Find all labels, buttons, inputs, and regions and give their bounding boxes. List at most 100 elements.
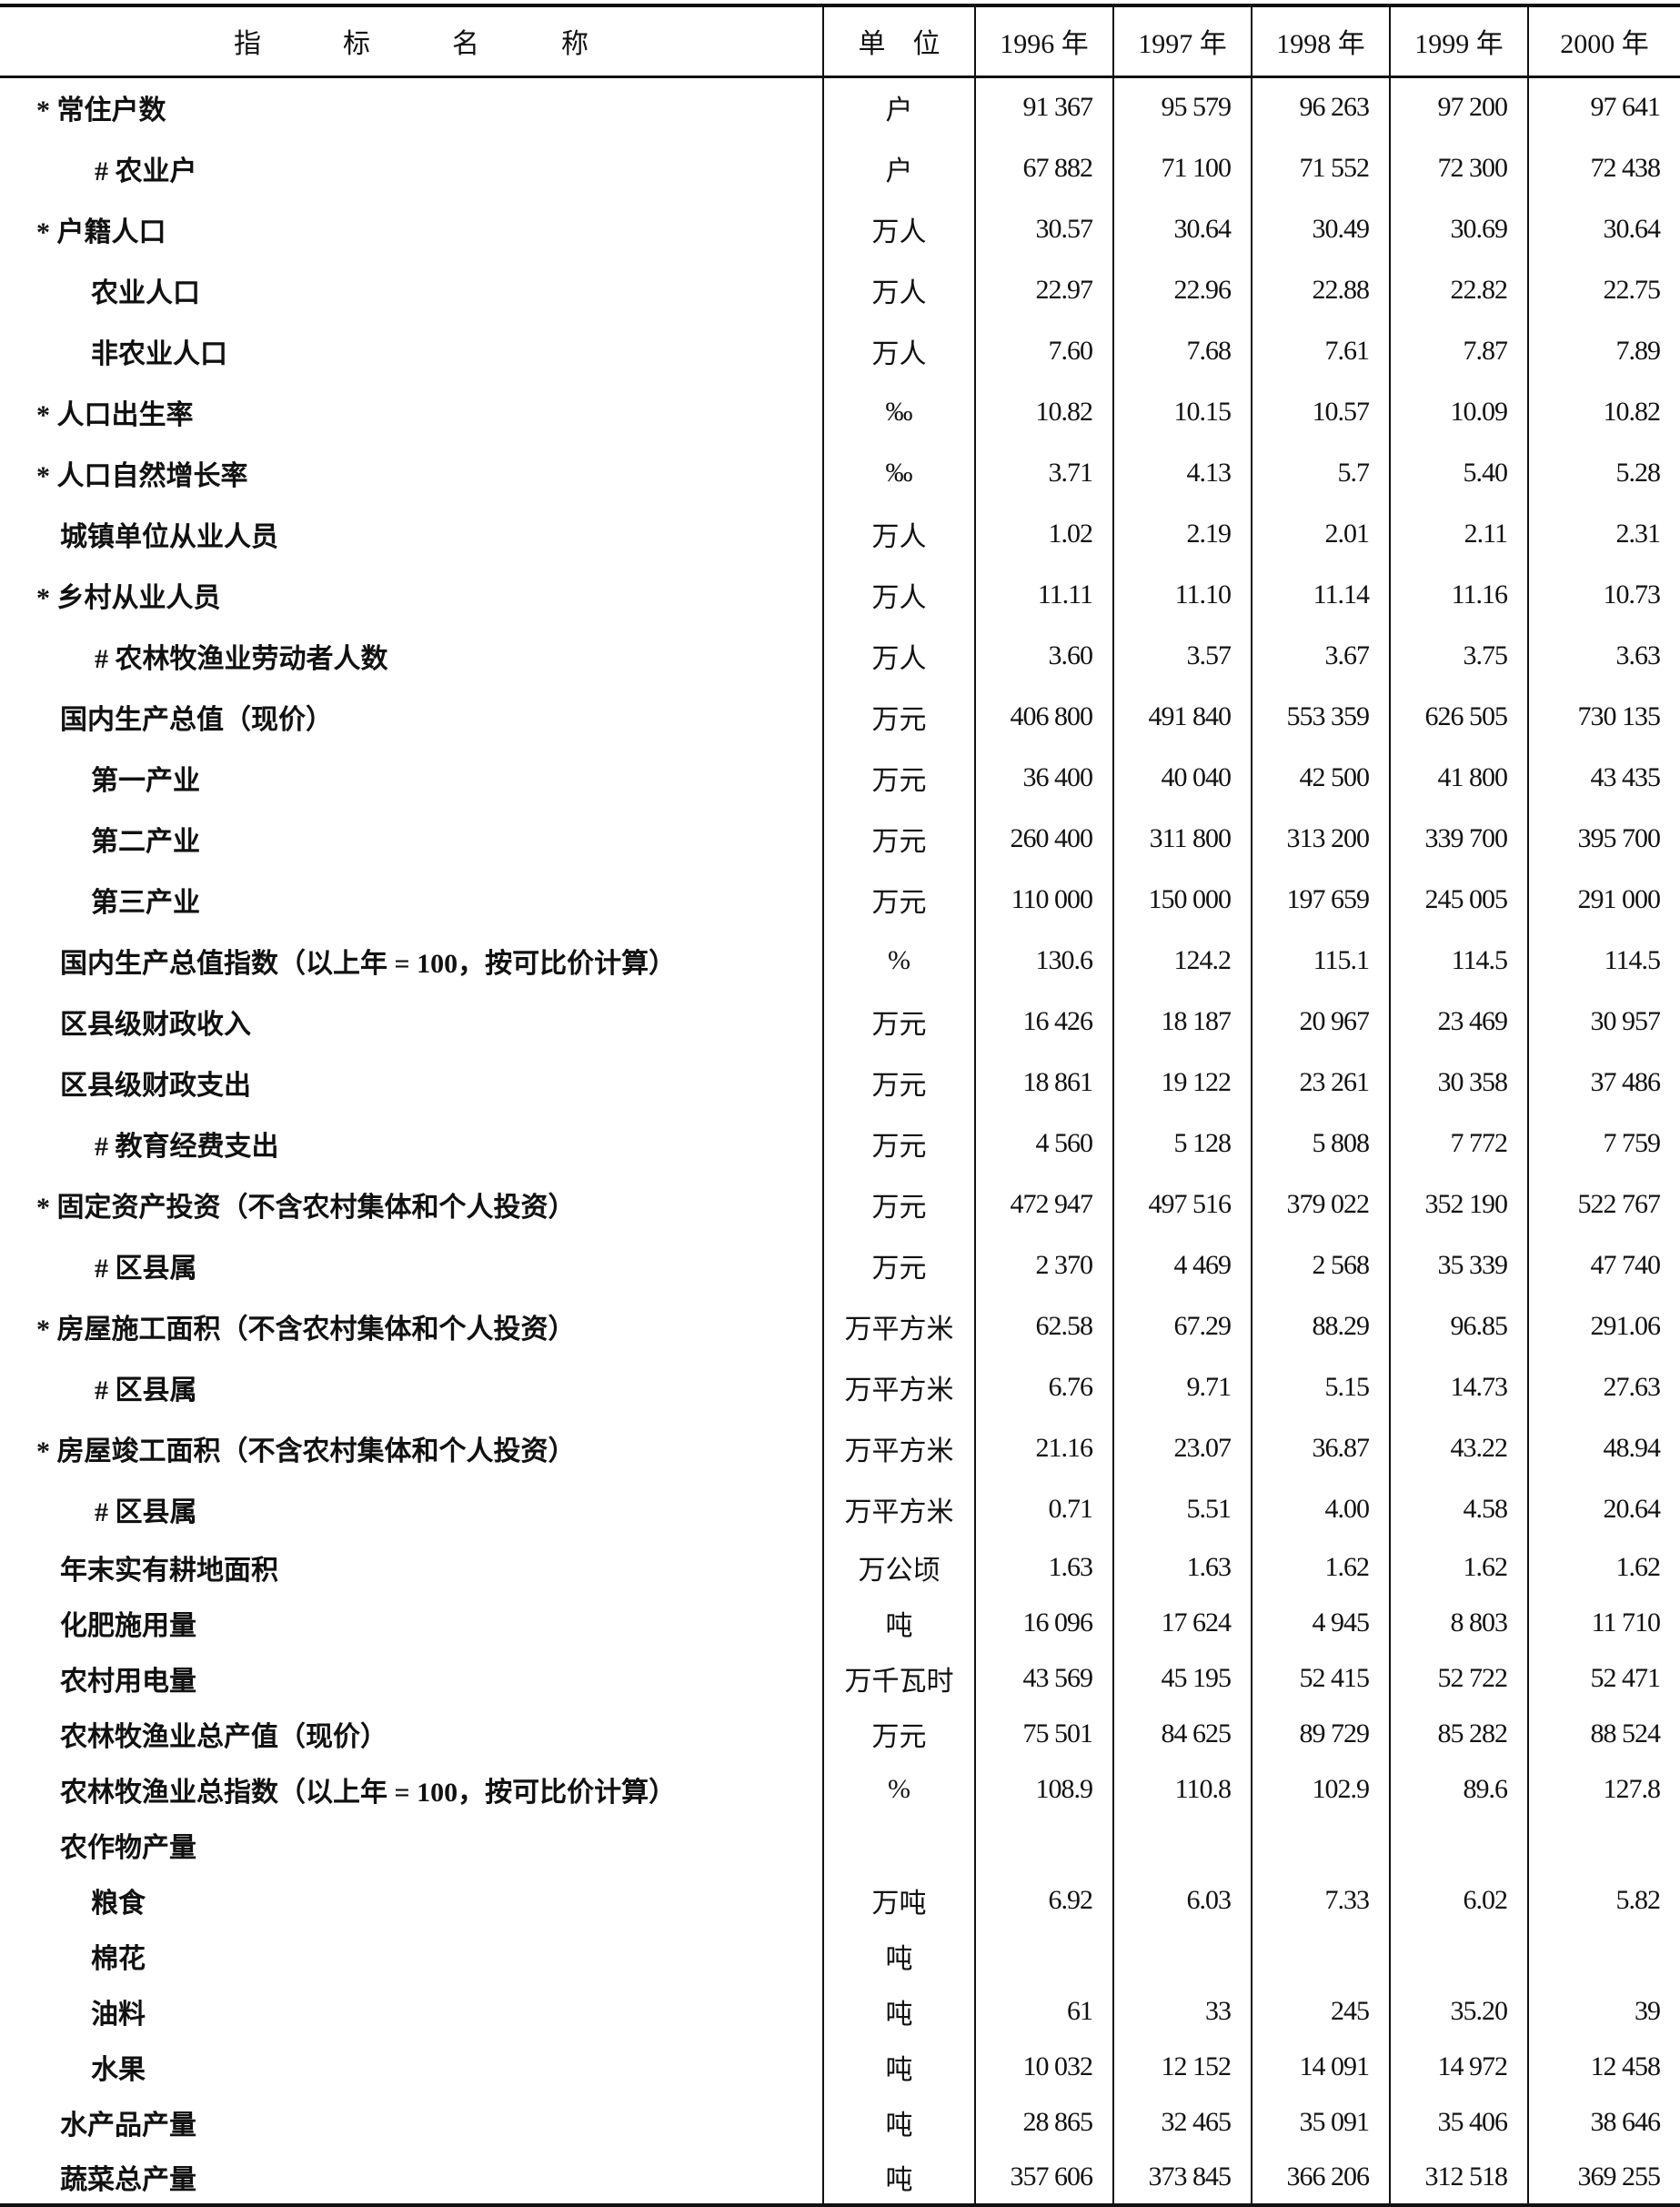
value-cell	[1389, 1928, 1528, 1983]
table-row: * 常住户数 户 91 367 95 579 96 263 97 200 97 641	[0, 76, 1680, 137]
statistics-table: 指 标 名 称 单 位 1996 年 1997 年 1998 年 1999 年 …	[0, 4, 1680, 2207]
table-row: # 农林牧渔业劳动者人数 万人 3.60 3.57 3.67 3.75 3.63	[0, 625, 1680, 686]
value-cell: 30.57	[974, 198, 1113, 259]
value-cell: 291 000	[1527, 869, 1680, 930]
value-cell: 6.92	[974, 1872, 1113, 1928]
value-cell: 10.82	[1527, 381, 1680, 442]
value-cell: 9.71	[1112, 1356, 1252, 1417]
value-cell: 22.82	[1389, 259, 1528, 320]
value-cell: 2 568	[1251, 1235, 1390, 1295]
value-cell: 35 339	[1389, 1235, 1528, 1295]
unit-cell: 吨	[822, 2150, 975, 2207]
value-cell: 5.7	[1251, 442, 1390, 503]
unit-cell: 万人	[822, 503, 975, 564]
value-cell: 48.94	[1527, 1417, 1680, 1478]
unit-cell: 万人	[822, 564, 975, 625]
unit-cell: 万平方米	[822, 1356, 975, 1417]
value-cell: 3.75	[1389, 625, 1528, 686]
header-year: 2000 年	[1527, 4, 1680, 78]
value-cell: 3.57	[1112, 625, 1252, 686]
table-row: 区县级财政支出 万元 18 861 19 122 23 261 30 358 37 486	[0, 1052, 1680, 1113]
table-row: 国内生产总值（现价） 万元 406 800 491 840 553 359 626 505…	[0, 686, 1680, 747]
value-cell: 89.6	[1389, 1761, 1528, 1817]
value-cell: 52 722	[1389, 1650, 1528, 1706]
value-cell: 14.73	[1389, 1356, 1528, 1417]
value-cell: 22.75	[1527, 259, 1680, 320]
value-cell: 7.33	[1251, 1872, 1390, 1928]
value-cell: 16 426	[974, 991, 1113, 1052]
unit-cell: ‰	[822, 381, 975, 442]
value-cell: 22.97	[974, 259, 1113, 320]
value-cell: 4.58	[1389, 1478, 1528, 1539]
value-cell: 12 458	[1527, 2039, 1680, 2094]
table-row: 蔬菜总产量吨 357 606 373 845 366 206 312 518 369 25…	[0, 2150, 1680, 2207]
indicator-name: 国内生产总值（现价）	[60, 704, 333, 735]
table-row: 国内生产总值指数（以上年 = 100，按可比价计算）% 130.6 124.2 115…	[0, 930, 1680, 991]
value-cell: 357 606	[974, 2150, 1113, 2207]
value-cell: 21.16	[974, 1417, 1113, 1478]
value-cell	[974, 1928, 1113, 1983]
indicator-name: * 常住户数	[36, 96, 166, 126]
value-cell: 30.64	[1527, 198, 1680, 259]
unit-cell: 万元	[822, 747, 975, 808]
indicator-name: 粮食	[91, 1888, 146, 1919]
unit-cell: 万人	[822, 625, 975, 686]
indicator-name: 年末实有耕地面积	[60, 1555, 278, 1586]
value-cell: 4 945	[1251, 1595, 1390, 1650]
unit-cell: 万元	[822, 991, 975, 1052]
value-cell	[1112, 1817, 1252, 1872]
value-cell: 7.60	[974, 320, 1113, 381]
value-cell: 4.13	[1112, 442, 1252, 503]
value-cell: 30.49	[1251, 198, 1390, 259]
value-cell: 30 957	[1527, 991, 1680, 1052]
value-cell: 96 263	[1251, 76, 1390, 137]
unit-cell: 吨	[822, 2094, 975, 2150]
unit-cell: 万元	[822, 869, 975, 930]
value-cell: 0.71	[974, 1478, 1113, 1539]
value-cell: 6.76	[974, 1356, 1113, 1417]
header-year: 1997 年	[1112, 4, 1252, 78]
unit-cell: 万元	[822, 1174, 975, 1235]
table-row: 农林牧渔业总指数（以上年 = 100，按可比价计算）% 108.9 110.8 102…	[0, 1761, 1680, 1817]
table-row: # 区县属 万平方米 6.76 9.71 5.15 14.73 27.63	[0, 1356, 1680, 1417]
value-cell: 42 500	[1251, 747, 1390, 808]
value-cell: 730 135	[1527, 686, 1680, 747]
value-cell: 11.16	[1389, 564, 1528, 625]
value-cell: 52 415	[1251, 1650, 1390, 1706]
value-cell: 108.9	[974, 1761, 1113, 1817]
table-row: 农业人口 万人 22.97 22.96 22.88 22.82 22.75	[0, 259, 1680, 320]
value-cell	[974, 1817, 1113, 1872]
indicator-name: * 房屋施工面积（不含农村集体和个人投资）	[36, 1314, 576, 1345]
value-cell: 71 100	[1112, 137, 1252, 198]
value-cell: 45 195	[1112, 1650, 1252, 1706]
indicator-name: 农林牧渔业总指数（以上年 = 100，按可比价计算）	[60, 1777, 677, 1808]
value-cell: 11.14	[1251, 564, 1390, 625]
indicator-name: 油料	[91, 1999, 146, 2030]
value-cell: 19 122	[1112, 1052, 1252, 1113]
value-cell: 33	[1112, 1983, 1252, 2039]
value-cell: 5.82	[1527, 1872, 1680, 1928]
indicator-name: # 教育经费支出	[95, 1131, 279, 1162]
unit-cell: 万公顷	[822, 1539, 975, 1595]
table-row: * 房屋施工面积（不含农村集体和个人投资） 万平方米 62.58 67.29 88.29…	[0, 1295, 1680, 1356]
value-cell: 97 641	[1527, 76, 1680, 137]
value-cell: 38 646	[1527, 2094, 1680, 2150]
value-cell: 88.29	[1251, 1295, 1390, 1356]
table-row: # 区县属 万元 2 370 4 469 2 568 35 339 47 740	[0, 1235, 1680, 1295]
table-row: * 乡村从业人员 万人 11.11 11.10 11.14 11.16 10.73	[0, 564, 1680, 625]
value-cell: 43 569	[974, 1650, 1113, 1706]
value-cell: 96.85	[1389, 1295, 1528, 1356]
value-cell: 30.69	[1389, 198, 1528, 259]
value-cell: 313 200	[1251, 808, 1390, 869]
table-row: 第三产业 万元 110 000 150 000 197 659 245 005 291 00…	[0, 869, 1680, 930]
header-year: 1998 年	[1251, 4, 1390, 78]
header-indicator-name: 指 标 名 称	[0, 4, 823, 78]
value-cell: 3.63	[1527, 625, 1680, 686]
indicator-name: # 区县属	[95, 1497, 197, 1527]
value-cell	[1527, 1928, 1680, 1983]
value-cell: 62.58	[974, 1295, 1113, 1356]
table-row: 非农业人口 万人 7.60 7.68 7.61 7.87 7.89	[0, 320, 1680, 381]
table-row: * 房屋竣工面积（不含农村集体和个人投资） 万平方米 21.16 23.07 36.87…	[0, 1417, 1680, 1478]
value-cell: 127.8	[1527, 1761, 1680, 1817]
indicator-name: 农村用电量	[60, 1666, 196, 1697]
